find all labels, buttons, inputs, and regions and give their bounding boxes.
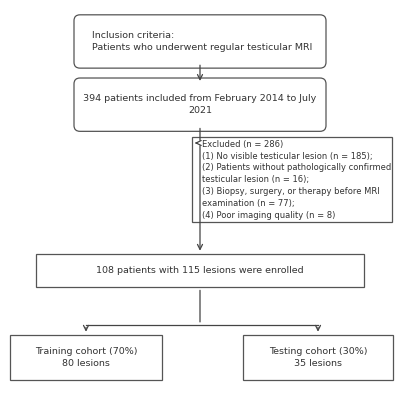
Text: Training cohort (70%)
80 lesions: Training cohort (70%) 80 lesions: [35, 347, 137, 368]
Text: Testing cohort (30%)
35 lesions: Testing cohort (30%) 35 lesions: [269, 347, 367, 368]
FancyBboxPatch shape: [74, 78, 326, 132]
Text: 108 patients with 115 lesions were enrolled: 108 patients with 115 lesions were enrol…: [96, 266, 304, 275]
FancyBboxPatch shape: [243, 335, 393, 380]
FancyBboxPatch shape: [10, 335, 162, 380]
Text: 394 patients included from February 2014 to July
2021: 394 patients included from February 2014…: [83, 94, 317, 115]
Text: Excluded (n = 286)
(1) No visible testicular lesion (n = 185);
(2) Patients with: Excluded (n = 286) (1) No visible testic…: [202, 140, 391, 220]
Text: Inclusion criteria:
Patients who underwent regular testicular MRI: Inclusion criteria: Patients who underwe…: [92, 31, 312, 52]
FancyBboxPatch shape: [192, 137, 392, 222]
FancyBboxPatch shape: [36, 254, 364, 288]
FancyBboxPatch shape: [74, 15, 326, 68]
